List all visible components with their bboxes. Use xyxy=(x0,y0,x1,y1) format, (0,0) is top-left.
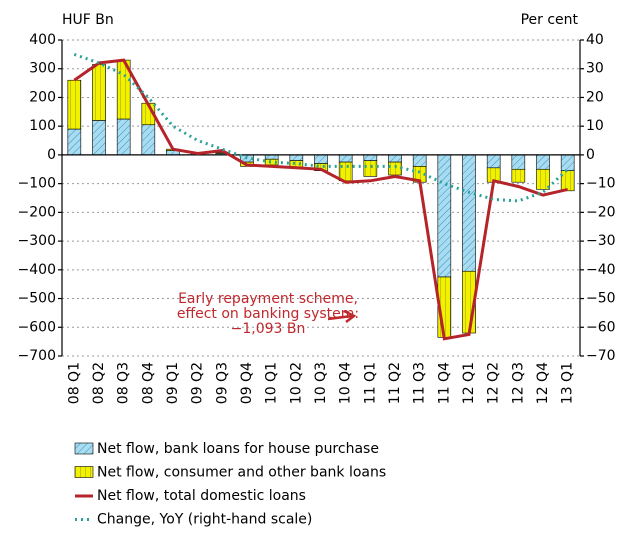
bar xyxy=(462,154,476,272)
annotation-text: −1,093 Bn xyxy=(231,321,306,337)
annotation-text: effect on banking system: xyxy=(177,306,359,322)
bar xyxy=(116,118,131,156)
x-tick-label: 09 Q1 xyxy=(165,362,181,404)
y2-tick-label: −40 xyxy=(586,262,616,278)
bar xyxy=(264,154,279,160)
bar xyxy=(536,154,550,170)
legend-label: Net flow, total domestic loans xyxy=(97,488,306,504)
x-tick-label: 09 Q3 xyxy=(214,362,230,404)
y-tick-label: −200 xyxy=(18,204,56,220)
y-axis-title: HUF Bn xyxy=(62,12,114,28)
y-tick-label: −300 xyxy=(18,233,56,249)
legend-swatch xyxy=(74,442,94,455)
y2-tick-label: 0 xyxy=(586,147,595,163)
bar xyxy=(92,64,106,121)
y-tick-label: 100 xyxy=(29,118,56,134)
line-series xyxy=(73,52,569,203)
y2-tick-label: −20 xyxy=(586,204,616,220)
legend-label: Change, YoY (right-hand scale) xyxy=(97,512,312,528)
x-tick-label: 08 Q2 xyxy=(91,362,107,404)
bar xyxy=(338,154,353,163)
y-tick-label: −700 xyxy=(18,348,56,364)
bar xyxy=(338,161,353,182)
y2-tick-label: −10 xyxy=(586,176,616,192)
y-tick-label: −400 xyxy=(18,262,56,278)
bar xyxy=(92,120,106,156)
x-tick-label: 11 Q1 xyxy=(362,362,378,404)
y2-tick-label: 10 xyxy=(586,118,604,134)
bar xyxy=(511,154,526,170)
annotation-arrow xyxy=(327,309,357,323)
bar xyxy=(437,154,452,278)
x-tick-label: 11 Q2 xyxy=(387,362,403,404)
x-tick-label: 08 Q3 xyxy=(116,362,132,404)
x-tick-label: 09 Q2 xyxy=(190,362,206,404)
y2-axis-title: Per cent xyxy=(521,12,579,28)
x-tick-label: 08 Q1 xyxy=(66,362,82,404)
bar xyxy=(67,128,82,156)
bar xyxy=(363,154,378,161)
y-tick-label: 0 xyxy=(47,147,56,163)
annotation-text: Early repayment scheme, xyxy=(178,291,358,307)
bar xyxy=(486,154,501,169)
x-tick-label: 12 Q4 xyxy=(535,362,551,404)
x-tick-label: 11 Q3 xyxy=(412,362,428,404)
x-tick-label: 12 Q3 xyxy=(510,362,526,404)
y-tick-label: 300 xyxy=(29,61,56,77)
y2-tick-label: −30 xyxy=(586,233,616,249)
y2-tick-label: −70 xyxy=(586,348,616,364)
x-tick-label: 10 Q3 xyxy=(313,362,329,404)
x-tick-label: 11 Q4 xyxy=(436,362,452,404)
bar xyxy=(67,79,82,130)
bar xyxy=(141,124,156,156)
y2-tick-label: 40 xyxy=(586,32,604,48)
bar xyxy=(560,170,575,192)
y2-tick-label: 30 xyxy=(586,61,604,77)
bar xyxy=(536,168,550,190)
legend-label: Net flow, bank loans for house purchase xyxy=(97,441,379,457)
x-tick-label: 10 Q4 xyxy=(338,362,354,404)
x-tick-label: 09 Q4 xyxy=(239,362,255,404)
y-tick-label: 400 xyxy=(29,32,56,48)
legend-label: Net flow, consumer and other bank loans xyxy=(97,465,386,481)
y2-tick-label: −50 xyxy=(586,291,616,307)
y-tick-label: −500 xyxy=(18,291,56,307)
bar xyxy=(388,161,402,176)
x-tick-label: 08 Q4 xyxy=(140,362,156,404)
bar xyxy=(412,154,427,167)
y-tick-label: −100 xyxy=(18,176,56,192)
y2-tick-label: −60 xyxy=(586,319,616,335)
bar xyxy=(314,154,328,164)
bar xyxy=(560,154,575,172)
bar xyxy=(388,154,402,163)
y-tick-label: 200 xyxy=(29,89,56,105)
x-tick-label: 10 Q2 xyxy=(288,362,304,404)
x-tick-label: 12 Q1 xyxy=(461,362,477,404)
legend-swatch xyxy=(74,466,94,478)
line-series xyxy=(73,58,569,341)
x-tick-label: 12 Q2 xyxy=(486,362,502,404)
bar xyxy=(289,154,304,161)
x-tick-label: 10 Q1 xyxy=(264,362,280,404)
bar xyxy=(511,168,526,183)
x-tick-label: 13 Q1 xyxy=(560,362,576,404)
bar xyxy=(363,160,378,177)
y2-tick-label: 20 xyxy=(586,89,604,105)
y-tick-label: −600 xyxy=(18,319,56,335)
